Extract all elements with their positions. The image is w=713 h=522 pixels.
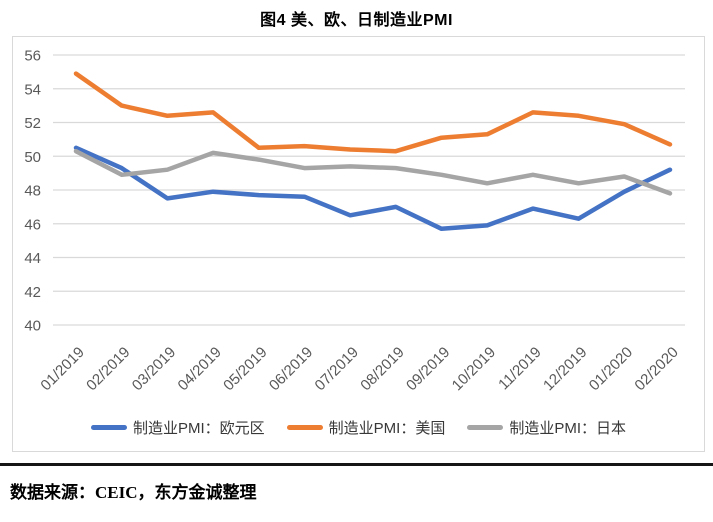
legend-label: 制造业PMI：日本 xyxy=(509,420,626,437)
y-axis-tick: 42 xyxy=(24,284,41,301)
x-axis-tick: 09/2019 xyxy=(403,344,453,394)
x-axis-tick: 01/2019 xyxy=(37,344,87,394)
figure-title: 图4 美、欧、日制造业PMI xyxy=(260,12,453,29)
x-axis-tick: 02/2020 xyxy=(631,344,681,394)
y-axis-tick: 52 xyxy=(24,115,41,132)
legend-label: 制造业PMI：欧元区 xyxy=(132,420,265,437)
series-line-1 xyxy=(73,71,673,154)
pmi-line-chart: 56545250484644424001/201902/201903/20190… xyxy=(24,48,685,394)
x-axis-tick: 04/2019 xyxy=(175,344,225,394)
figure-page: 图4 美、欧、日制造业PMI 56 54 52 50 48 46 44 42 40 01/2019… xyxy=(0,12,713,502)
x-axis-tick: 08/2019 xyxy=(357,344,407,394)
legend-item-2: 制造业PMI：日本 xyxy=(467,417,626,438)
legend-item-1: 制造业PMI：美国 xyxy=(286,417,446,438)
y-axis-tick: 44 xyxy=(24,250,41,267)
chart-legend: 制造业PMI：欧元区 制造业PMI：美国 制造业PMI：日本 xyxy=(13,417,704,438)
legend-item-0: 制造业PMI：欧元区 xyxy=(90,417,265,438)
y-axis-tick: 54 xyxy=(24,81,41,98)
y-axis-tick: 46 xyxy=(24,216,41,233)
y-axis-tick: 56 xyxy=(24,48,41,65)
series-line-2 xyxy=(73,148,673,196)
x-axis-tick: 02/2019 xyxy=(83,344,133,394)
y-axis-tick: 48 xyxy=(24,183,41,200)
y-axis-tick: 40 xyxy=(24,318,41,335)
chart-container: 56 54 52 50 48 46 44 42 40 01/2019 02/2019 03/2019 0… xyxy=(12,36,705,452)
legend-label: 制造业PMI：美国 xyxy=(328,420,446,437)
y-axis-tick: 50 xyxy=(24,149,41,166)
horizontal-rule xyxy=(0,463,713,466)
x-axis-tick: 07/2019 xyxy=(312,344,362,394)
x-axis-tick: 06/2019 xyxy=(266,344,316,394)
source-note: 数据来源：CEIC，东方金诚整理 xyxy=(10,483,257,502)
legend-swatch-icon xyxy=(286,425,323,430)
x-axis-tick: 10/2019 xyxy=(449,344,499,394)
x-axis-tick: 01/2020 xyxy=(586,344,636,394)
x-axis-tick: 03/2019 xyxy=(129,344,179,394)
x-axis-tick: 05/2019 xyxy=(220,344,270,394)
series-line-0 xyxy=(73,145,673,232)
x-axis-tick: 12/2019 xyxy=(540,344,590,394)
x-axis-tick: 11/2019 xyxy=(495,344,545,394)
legend-swatch-icon xyxy=(467,425,504,430)
legend-swatch-icon xyxy=(90,425,127,430)
